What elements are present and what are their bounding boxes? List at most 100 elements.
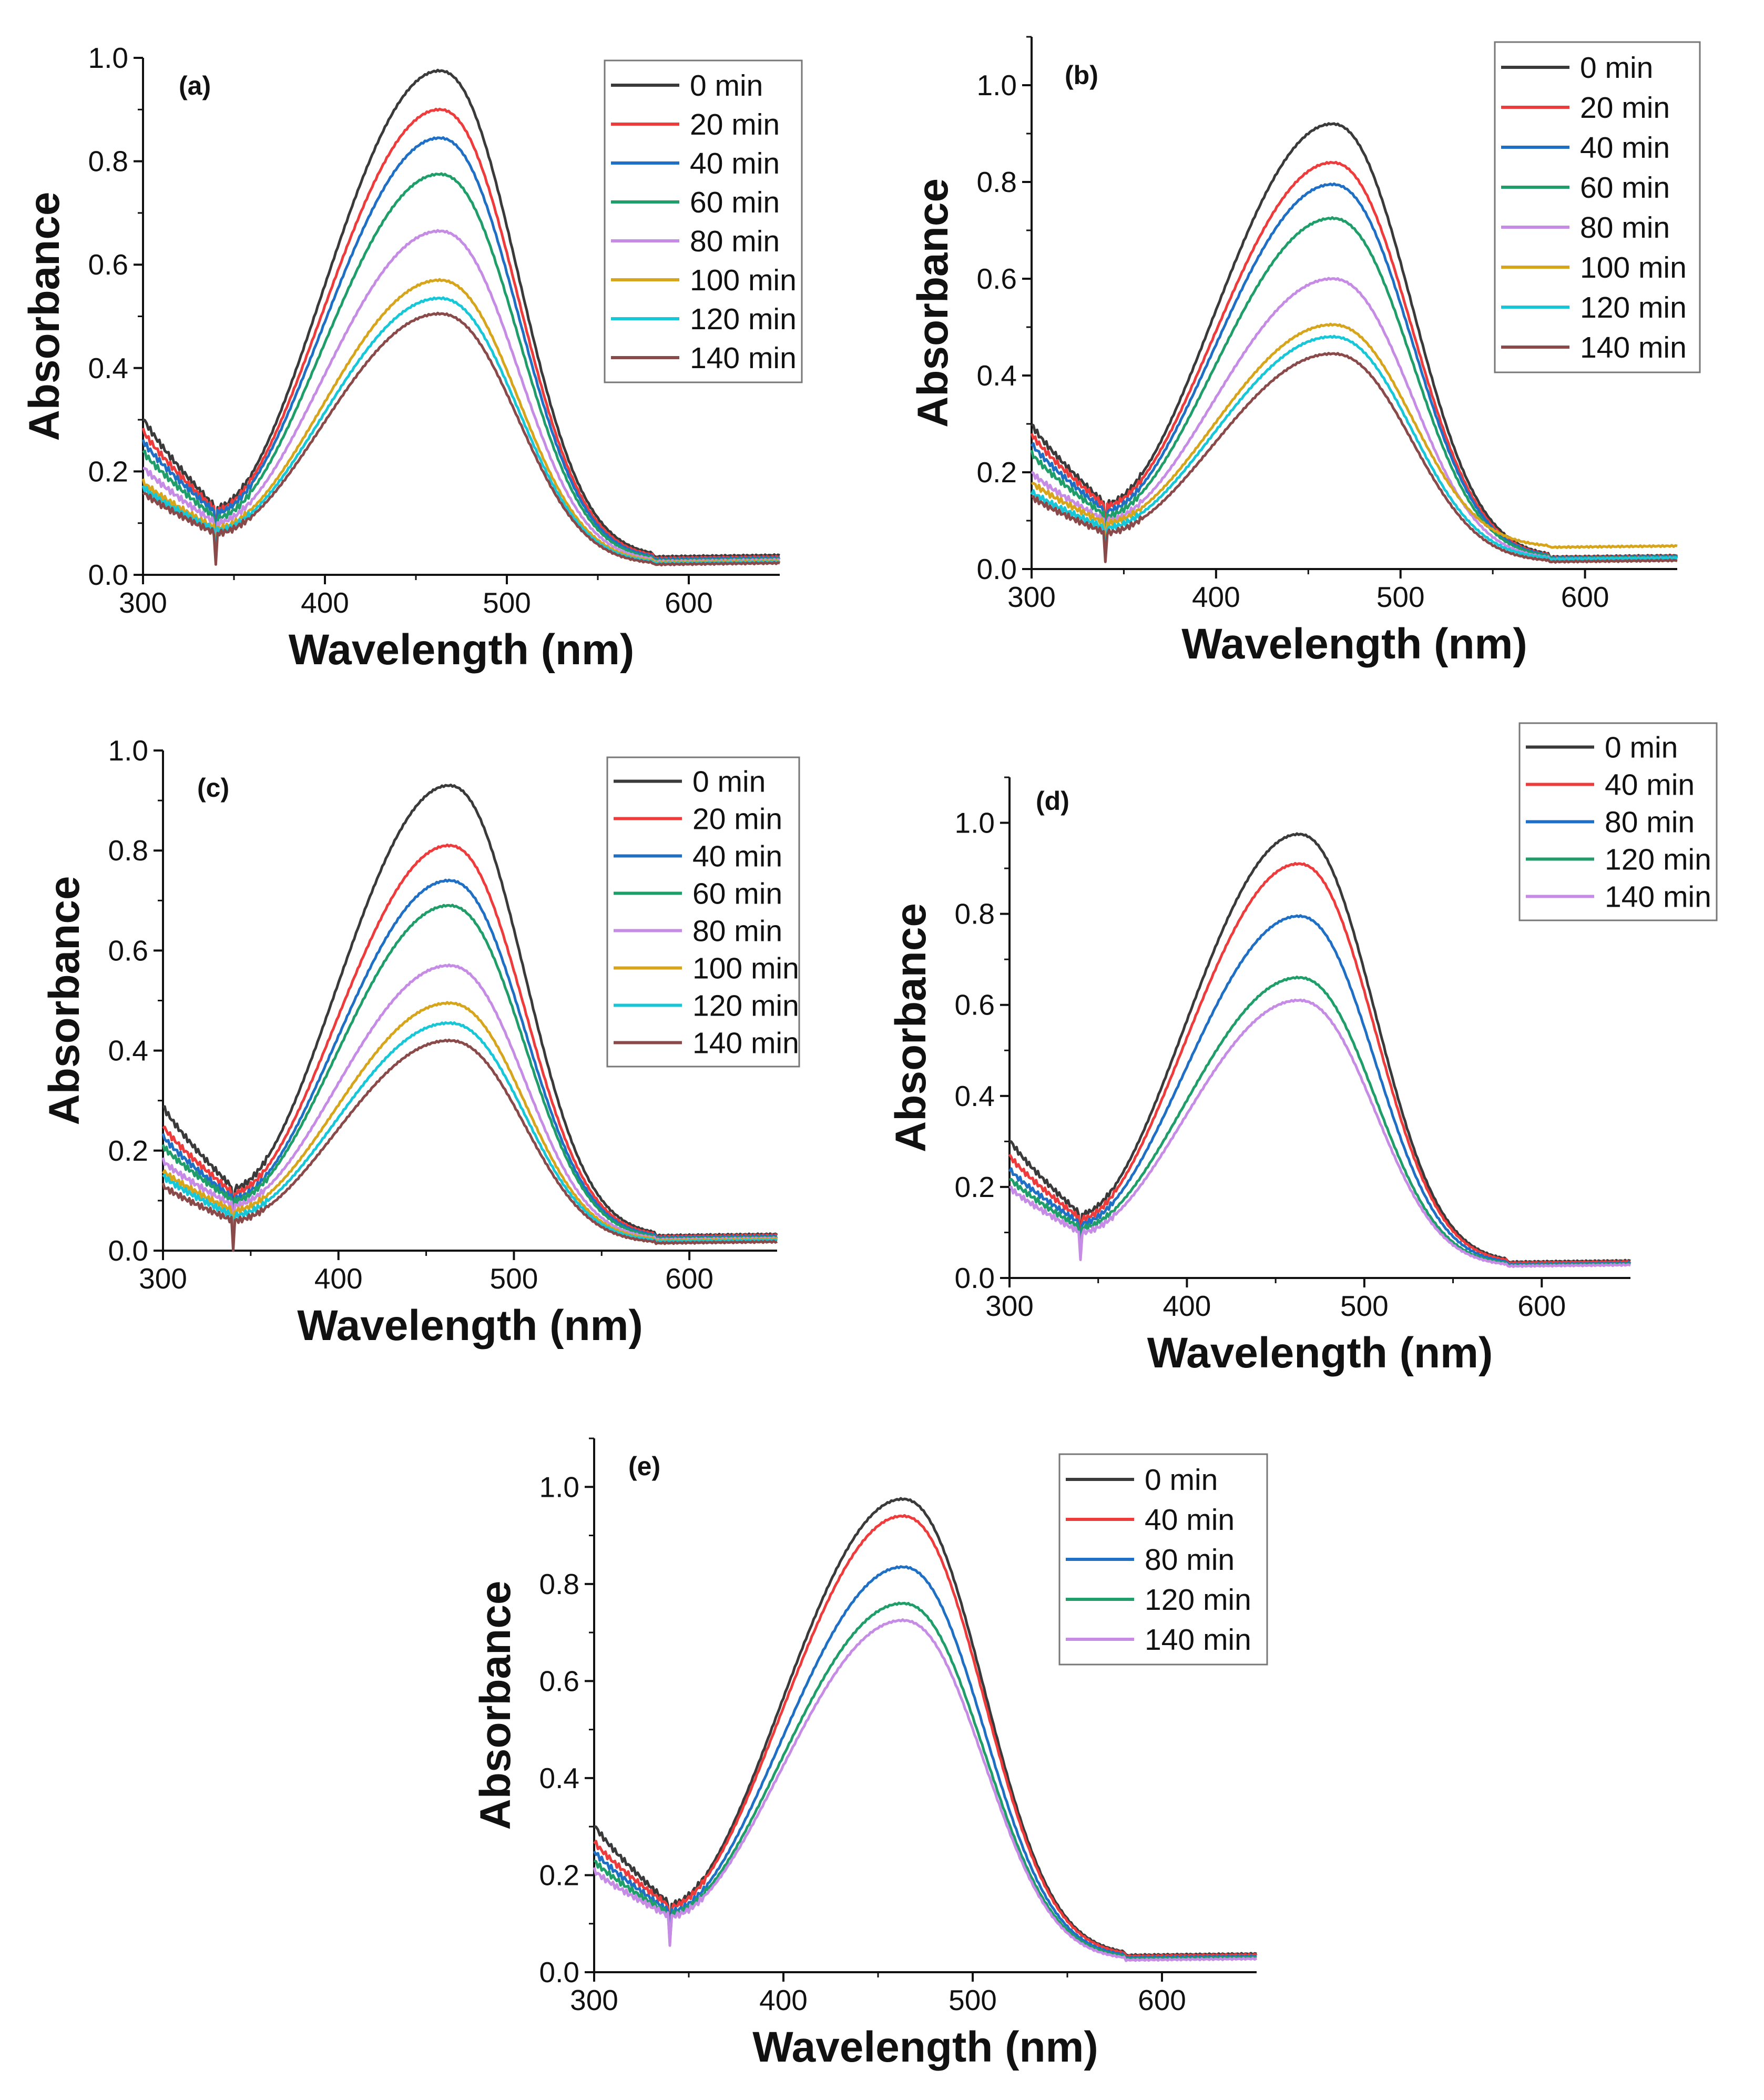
legend-label: 40 min	[1605, 768, 1695, 802]
legend-label: 40 min	[692, 840, 782, 874]
legend-label: 40 min	[1580, 131, 1670, 165]
x-axis-title: Wavelength (nm)	[289, 626, 635, 674]
series-line-140-min	[1031, 352, 1678, 564]
legend-label: 120 min	[1605, 843, 1711, 877]
legend-label: 80 min	[690, 225, 780, 258]
y-tick-label: 0.0	[955, 1262, 995, 1294]
x-tick-label: 600	[1517, 1290, 1566, 1322]
series-line-120-min	[1030, 334, 1678, 562]
x-tick-label: 400	[759, 1984, 808, 2016]
y-tick-label: 0.8	[539, 1568, 579, 1600]
series-line-100-min	[1031, 322, 1678, 554]
y-axis-title: Absorbance	[887, 903, 935, 1152]
series-line-140-min	[1008, 998, 1632, 1269]
series-line-80-min	[1008, 914, 1632, 1266]
x-axis-title: Wavelength (nm)	[297, 1302, 643, 1350]
series-line-140-min	[142, 311, 780, 567]
series-line-140-min	[161, 1038, 778, 1252]
legend-label: 0 min	[1605, 731, 1678, 765]
legend-box	[1494, 41, 1701, 373]
legend-label: 140 min	[1145, 1623, 1251, 1657]
y-tick-label: 0.4	[108, 1034, 148, 1067]
panel-label: (c)	[197, 773, 229, 803]
legend-label: 60 min	[690, 186, 780, 219]
y-tick-label: 0.4	[539, 1762, 579, 1794]
y-tick-label: 0.0	[108, 1234, 148, 1267]
x-tick-label: 500	[1340, 1290, 1389, 1322]
x-tick-label: 400	[1163, 1290, 1211, 1322]
y-tick-label: 0.2	[539, 1859, 579, 1891]
legend-label: 120 min	[692, 989, 799, 1023]
x-tick-label: 300	[985, 1290, 1034, 1322]
legend-label: 80 min	[692, 915, 782, 948]
legend-label: 140 min	[1605, 880, 1711, 914]
y-tick-label: 0.2	[108, 1134, 148, 1167]
legend-label: 80 min	[1145, 1543, 1235, 1577]
y-tick-label: 1.0	[88, 42, 128, 74]
series-line-40-min	[141, 136, 781, 562]
legend-box	[604, 59, 803, 383]
legend-label: 0 min	[1580, 51, 1653, 85]
x-axis-title: Wavelength (nm)	[1147, 1329, 1493, 1377]
legend-label: 0 min	[692, 765, 766, 799]
legend-label: 140 min	[1580, 331, 1687, 364]
y-tick-label: 0.8	[108, 834, 148, 867]
y-axis-title: Absorbance	[21, 192, 68, 441]
legend-label: 120 min	[690, 302, 797, 336]
y-tick-label: 0.2	[955, 1171, 995, 1203]
y-tick-label: 0.2	[88, 455, 128, 488]
legend-box	[606, 756, 800, 1068]
x-tick-label: 300	[570, 1984, 618, 2016]
panel-label: (a)	[179, 71, 211, 100]
x-tick-label: 300	[119, 586, 167, 619]
panel-label: (d)	[1036, 786, 1069, 816]
legend-label: 0 min	[1145, 1463, 1218, 1497]
y-tick-label: 0.4	[88, 352, 128, 384]
legend-label: 100 min	[692, 952, 799, 986]
x-tick-label: 400	[314, 1262, 363, 1295]
y-axis-title: Absorbance	[40, 876, 88, 1125]
legend-label: 140 min	[692, 1027, 799, 1060]
y-tick-label: 0.6	[955, 989, 995, 1021]
series-line-40-min	[1008, 862, 1631, 1265]
y-axis-title: Absorbance	[472, 1581, 519, 1830]
legend-label: 20 min	[690, 108, 780, 141]
x-tick-label: 500	[949, 1984, 997, 2016]
y-tick-label: 0.8	[88, 145, 128, 178]
legend-label: 100 min	[1580, 251, 1687, 285]
y-tick-label: 1.0	[108, 734, 148, 767]
x-tick-label: 500	[490, 1262, 538, 1295]
legend-label: 80 min	[1605, 806, 1695, 839]
y-tick-label: 0.6	[539, 1665, 579, 1697]
x-tick-label: 300	[1007, 581, 1056, 613]
y-tick-label: 1.0	[539, 1470, 579, 1503]
legend-label: 140 min	[690, 341, 797, 375]
x-tick-label: 400	[301, 586, 349, 619]
legend-label: 0 min	[690, 69, 763, 103]
y-tick-label: 0.4	[955, 1080, 995, 1112]
panel-label: (b)	[1065, 60, 1098, 90]
chart-panel: 0.0 0.2 0.4 0.6 0.8 1.0 300 400 500 600 Wavelength…	[887, 722, 1718, 1377]
x-tick-label: 600	[1561, 581, 1609, 613]
y-tick-label: 0.8	[955, 898, 995, 930]
legend-label: 80 min	[1580, 211, 1670, 245]
x-tick-label: 600	[665, 1262, 713, 1295]
y-axis-title: Absorbance	[909, 178, 957, 428]
x-tick-label: 500	[1376, 581, 1425, 613]
legend-box	[1058, 1453, 1268, 1666]
legend-label: 60 min	[1580, 171, 1670, 205]
y-tick-label: 0.2	[977, 456, 1017, 489]
x-tick-label: 600	[1138, 1984, 1186, 2016]
y-tick-label: 0.0	[88, 559, 128, 591]
legend-label: 60 min	[692, 877, 782, 911]
y-tick-label: 1.0	[977, 69, 1017, 102]
legend-label: 20 min	[1580, 91, 1670, 125]
panel-label: (e)	[628, 1452, 660, 1481]
chart-panel: 0.0 0.2 0.4 0.6 0.8 1.0 300 400 500 600 Wavelength…	[472, 1437, 1268, 2071]
x-tick-label: 600	[665, 586, 713, 619]
y-tick-label: 0.6	[108, 934, 148, 967]
legend-label: 40 min	[690, 147, 780, 180]
legend-label: 40 min	[1145, 1503, 1235, 1537]
y-tick-label: 0.8	[977, 166, 1017, 198]
